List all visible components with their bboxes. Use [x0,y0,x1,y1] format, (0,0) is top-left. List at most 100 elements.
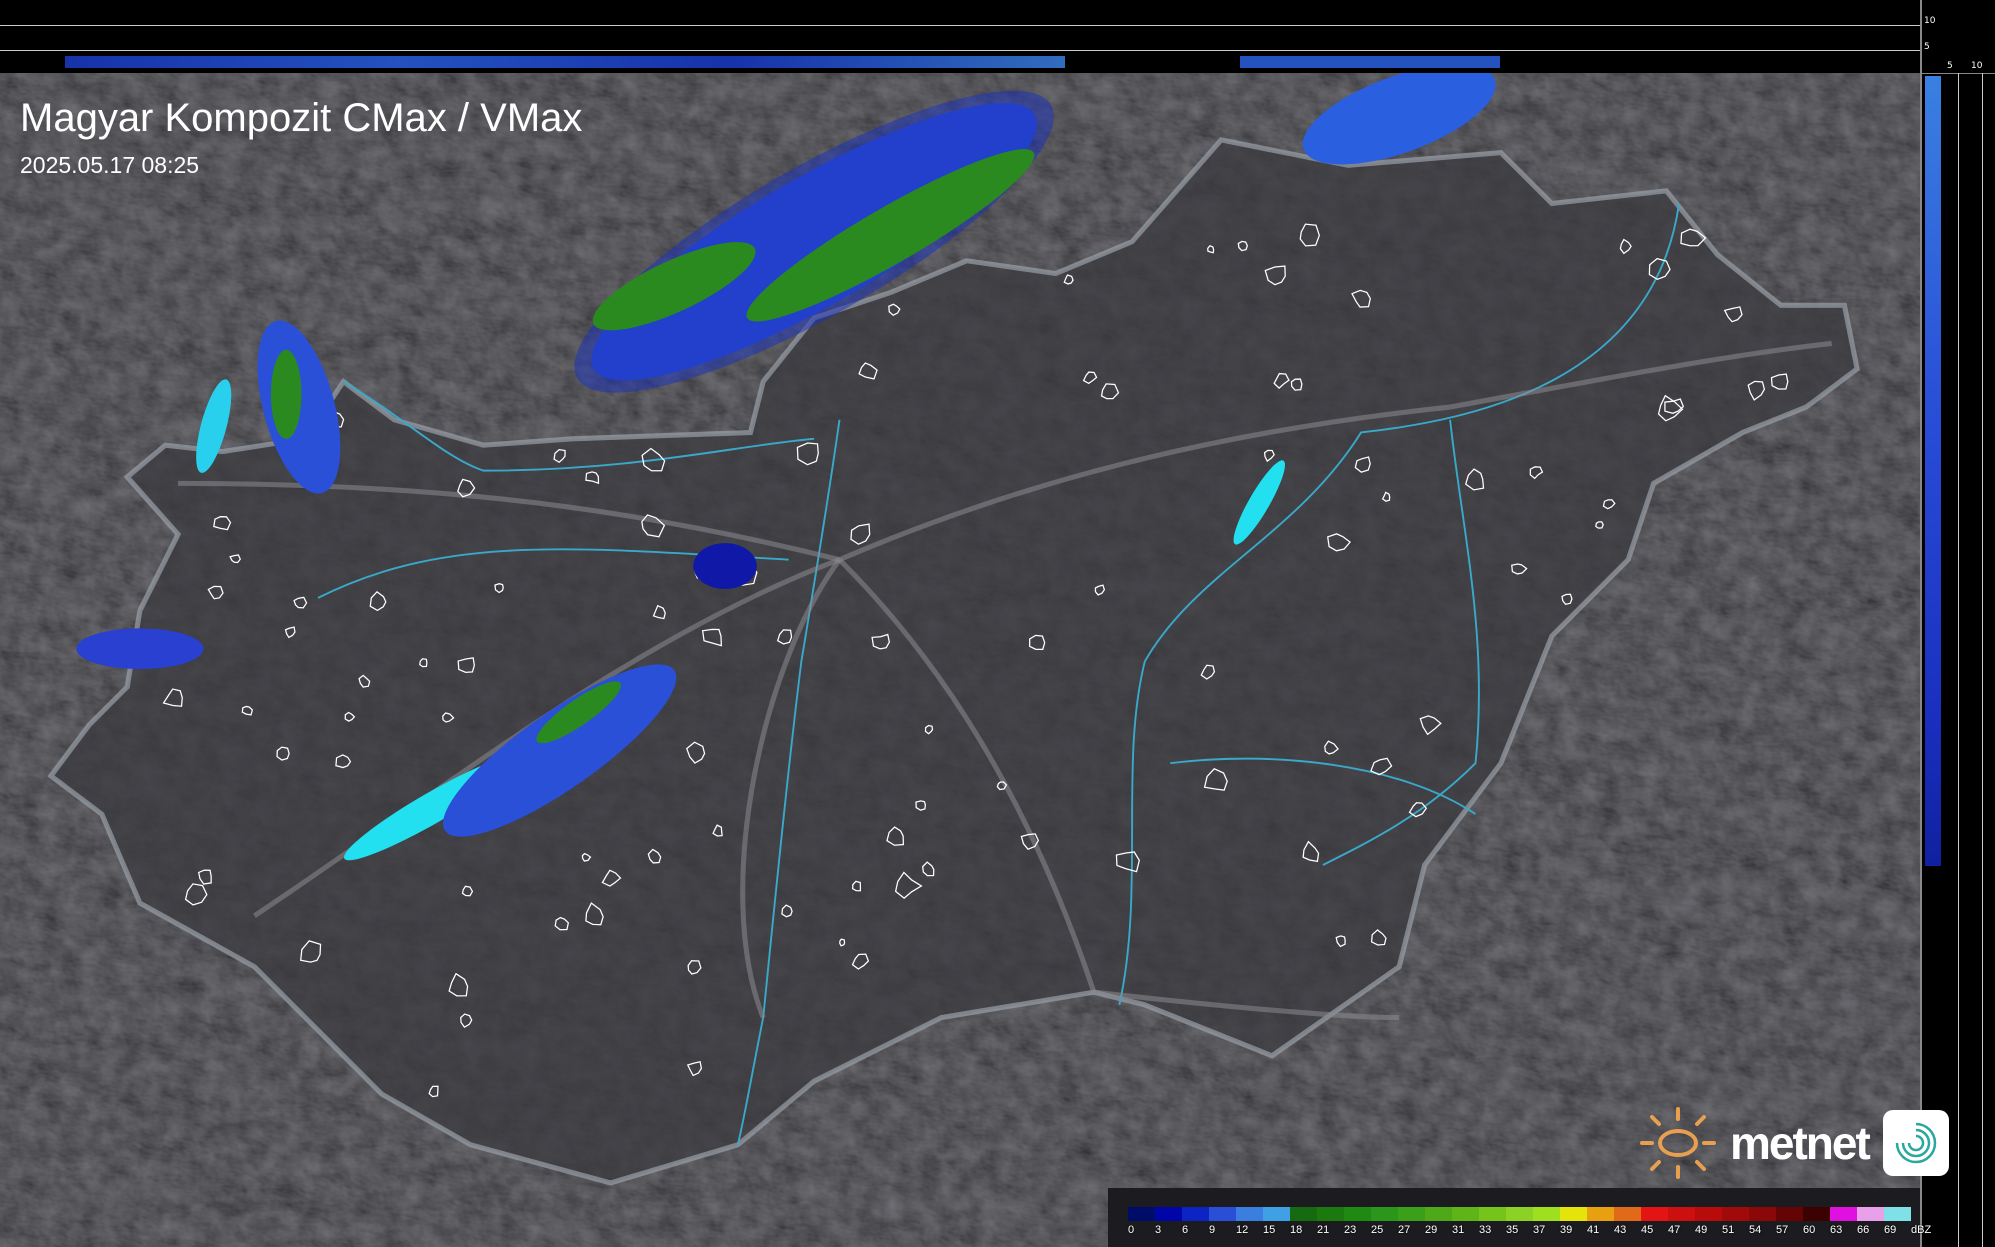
town-outline [1200,664,1216,680]
legend-label: 47 [1668,1224,1681,1236]
town-outline [369,591,387,612]
town-outline [1324,740,1339,755]
legend-swatch [1749,1207,1776,1221]
town-outline [1302,840,1320,863]
town-outline [1370,929,1387,946]
legend-swatch [1614,1207,1641,1221]
legend-swatch [1803,1207,1830,1221]
town-outline [1648,257,1671,281]
town-outline [1029,634,1046,650]
legend-label: 9 [1209,1224,1216,1236]
legend-swatch [1857,1207,1884,1221]
dbz-color-legend: 0 3 6 9 12 15 18 21 23 25 27 29 31 33 35 37 39 41 43 45 47 49… [1108,1188,1931,1247]
town-outline [1747,380,1766,401]
map-svg [0,64,1920,1247]
town-outline [428,1085,439,1098]
town-outline [457,657,475,674]
legend-swatch [1776,1207,1803,1221]
town-outline [358,674,371,688]
legend-label: 41 [1587,1224,1600,1236]
profile-gridline-10 [0,25,1920,26]
town-outline [851,880,862,892]
town-outline [1354,456,1371,473]
town-outline [1561,593,1573,606]
town-outline [1370,757,1393,776]
legend-swatch [1425,1207,1452,1221]
town-outline [601,869,622,887]
legend-swatch [1371,1207,1398,1221]
town-outline [1419,715,1442,736]
town-outline [922,861,935,877]
legend-swatch [1182,1207,1209,1221]
town-outline [1299,223,1320,247]
town-outline [701,628,723,647]
town-outline [850,523,871,545]
profile-echo [65,56,1065,68]
town-outline [1094,584,1106,596]
brand-name: metnet [1730,1117,1871,1169]
town-outline [448,972,469,997]
town-outline [229,554,242,564]
profile-gridline [1958,73,1959,1247]
legend-swatch [1722,1207,1749,1221]
legend-label: 39 [1560,1224,1573,1236]
legend-label: 57 [1776,1224,1789,1236]
sun-icon [1640,1107,1716,1179]
town-outline [293,596,308,609]
legend-label: 63 [1830,1224,1843,1236]
town-outline [1264,265,1286,286]
town-outline [1327,533,1352,552]
town-outline [344,711,356,722]
legend-label: 6 [1182,1224,1189,1236]
legend-swatch [1344,1207,1371,1221]
town-outline [1100,383,1120,400]
legend-label: 54 [1749,1224,1762,1236]
town-outline [554,916,570,931]
legend-swatch [1263,1207,1290,1221]
town-outline [796,442,819,466]
town-outline [712,824,723,837]
radar-echoes [76,64,1496,837]
town-outline [1237,240,1249,252]
town-outline [1595,521,1604,529]
town-outline [461,885,474,897]
town-outline [585,471,600,485]
town-outline [335,754,352,769]
town-outline [1115,851,1141,873]
tick-label: 10 [1971,61,1983,71]
legend-swatch [1884,1207,1911,1221]
legend-swatch [1641,1207,1668,1221]
legend-labels: 0 3 6 9 12 15 18 21 23 25 27 29 31 33 35 37 39 41 43 45 47 49… [1128,1224,1938,1236]
legend-swatch [1452,1207,1479,1221]
town-outline [1335,935,1346,948]
town-outline [1770,373,1789,390]
town-outline [1207,244,1215,254]
legend-swatch [1479,1207,1506,1221]
town-outline [581,852,592,862]
town-outline [686,741,706,764]
lake-tisza [1233,460,1286,545]
legend-label: 49 [1695,1224,1708,1236]
town-outline [197,869,212,885]
map-area[interactable] [0,64,1920,1247]
legend-swatch [1317,1207,1344,1221]
town-outline [652,604,666,620]
town-outline [419,658,428,668]
town-outline [915,800,927,811]
town-outline [1408,802,1428,818]
legend-label: 29 [1425,1224,1438,1236]
legend-color-bar [1128,1207,1911,1221]
legend-label: 66 [1857,1224,1870,1236]
legend-label: 51 [1722,1224,1735,1236]
town-outline [1020,833,1040,850]
town-outline [858,362,878,380]
profile-echo [1240,56,1500,68]
town-outline [1619,238,1632,255]
town-outline [687,960,702,975]
legend-label: 27 [1398,1224,1411,1236]
legend-swatch [1236,1207,1263,1221]
town-outline [924,724,934,735]
profile-echo [1925,76,1941,866]
town-outline [1723,306,1743,323]
